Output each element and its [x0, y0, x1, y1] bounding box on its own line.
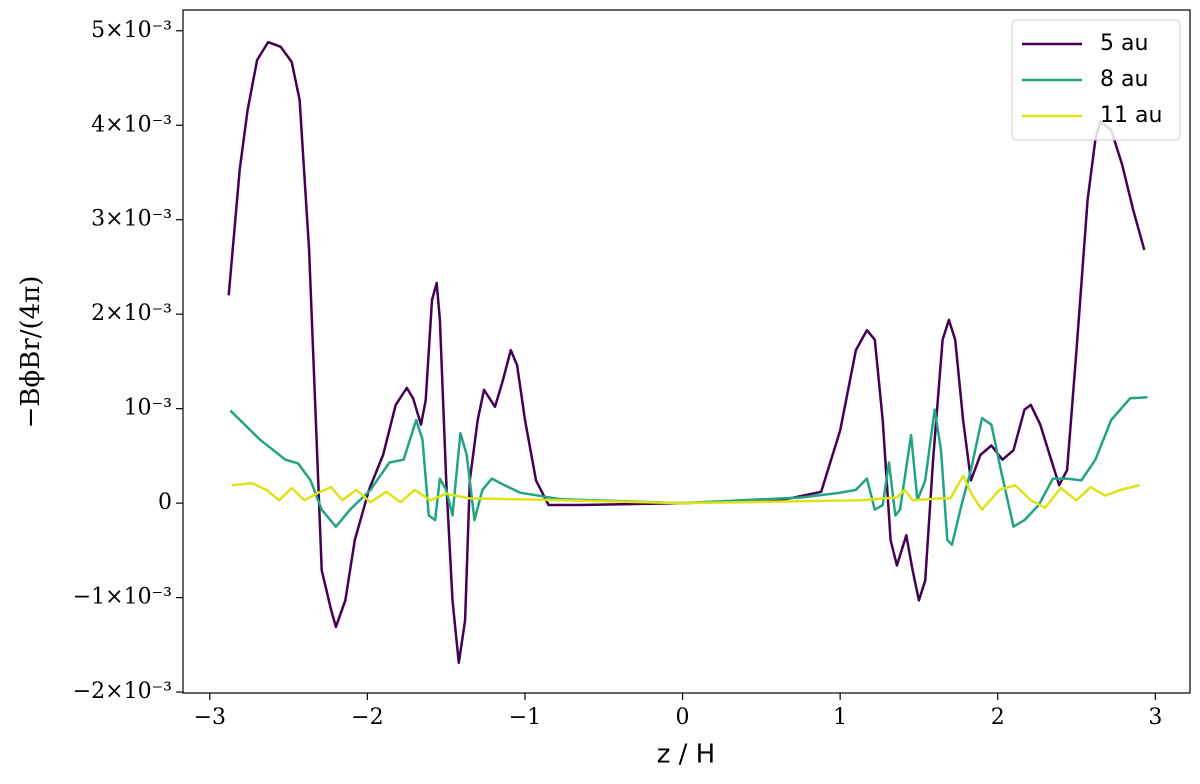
x-axis-label: z / H — [657, 740, 716, 770]
data-line — [229, 396, 1148, 546]
y-tick-label: 0 — [158, 490, 172, 515]
x-tick-label: −1 — [509, 705, 541, 730]
y-axis-label: −BϕBr/(4π) — [16, 276, 46, 429]
x-tick-label: 3 — [1148, 705, 1162, 730]
y-tick-label: −1×10⁻³ — [73, 585, 172, 610]
y-tick-label: 2×10⁻³ — [91, 301, 172, 326]
y-tick-label: 3×10⁻³ — [91, 207, 172, 232]
data-line — [231, 474, 1140, 511]
x-tick-label: −3 — [194, 705, 226, 730]
legend-box — [1011, 19, 1181, 141]
legend-label: 11 au — [1100, 103, 1162, 128]
data-line — [227, 40, 1146, 665]
y-tick-label: 4×10⁻³ — [91, 112, 172, 137]
plot-frame — [182, 9, 1191, 694]
legend-label: 5 au — [1100, 31, 1148, 56]
y-tick-label: 10⁻³ — [124, 396, 172, 421]
y-tick-label: 5×10⁻³ — [91, 18, 172, 43]
y-tick-label: −2×10⁻³ — [73, 679, 172, 704]
x-tick-label: 2 — [991, 705, 1005, 730]
x-tick-label: 1 — [833, 705, 847, 730]
x-tick-label: 0 — [676, 705, 690, 730]
x-tick-label: −2 — [351, 705, 383, 730]
legend-label: 8 au — [1100, 67, 1148, 92]
